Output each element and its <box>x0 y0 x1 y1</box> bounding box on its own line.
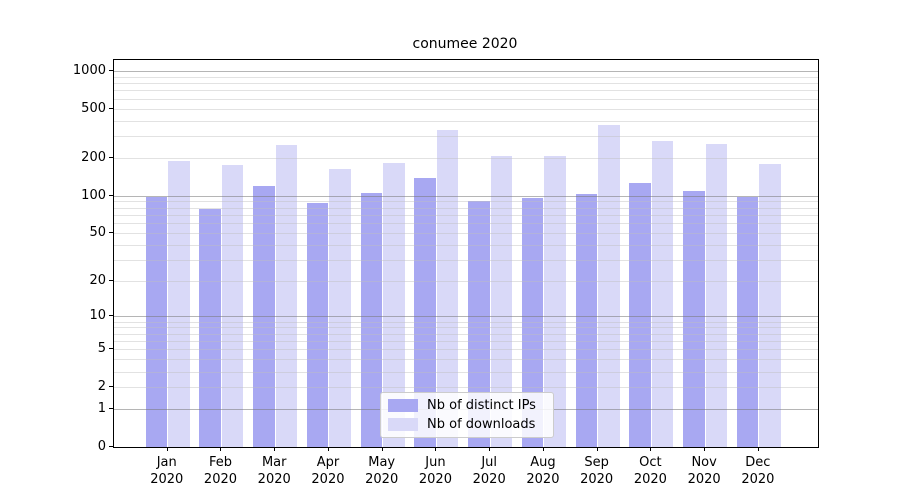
legend-swatch-downloads <box>388 418 418 431</box>
bar-ips-jun <box>414 177 436 447</box>
minor-gridline <box>114 76 818 78</box>
x-tick-label: Jan 2020 <box>150 455 184 487</box>
x-tick <box>274 447 276 451</box>
y-tick <box>109 69 113 71</box>
y-tick-label: 100 <box>81 187 106 203</box>
y-tick <box>109 386 113 388</box>
y-tick <box>109 194 113 196</box>
y-tick <box>109 408 113 410</box>
y-tick-label: 0 <box>97 439 106 454</box>
x-tick-label: Oct 2020 <box>633 455 667 487</box>
bar-downloads-dec <box>759 163 781 447</box>
bar-ips-dec <box>736 196 759 447</box>
y-tick <box>109 348 113 350</box>
x-tick-label: Feb 2020 <box>203 455 238 487</box>
minor-gridline <box>114 136 818 138</box>
x-tick <box>596 447 598 451</box>
minor-gridline <box>114 108 818 110</box>
legend: Nb of distinct IPs Nb of downloads <box>380 392 554 438</box>
y-tick <box>109 315 113 317</box>
bar-ips-jan <box>145 196 168 447</box>
bar-ips-may <box>360 193 383 447</box>
bar-downloads-mar <box>275 145 298 447</box>
legend-swatch-ips <box>388 399 418 412</box>
bar-downloads-oct <box>651 141 674 447</box>
bar-ips-feb <box>199 209 221 447</box>
bar-ips-sep <box>575 194 598 447</box>
x-tick-label: Jul 2020 <box>472 455 506 487</box>
minor-gridline <box>114 98 818 100</box>
bar-ips-aug <box>521 198 544 447</box>
y-tick <box>109 157 113 159</box>
x-tick-label: Aug 2020 <box>526 455 560 487</box>
bar-downloads-may <box>383 162 405 447</box>
x-tick-label: Mar 2020 <box>257 455 291 487</box>
x-tick-label: May 2020 <box>365 455 399 487</box>
x-tick <box>435 447 437 451</box>
minor-gridline <box>114 82 818 84</box>
y-tick-label: 200 <box>81 150 106 166</box>
legend-entry-distinct-ips: Nb of distinct IPs <box>388 398 553 413</box>
y-tick <box>109 107 113 109</box>
chart-title: conumee 2020 <box>412 36 518 52</box>
x-tick <box>166 447 168 451</box>
bar-downloads-sep <box>598 124 620 447</box>
minor-gridline <box>114 90 818 92</box>
x-tick-label: Dec 2020 <box>741 455 775 487</box>
bar-downloads-feb <box>221 165 244 447</box>
x-tick <box>650 447 652 451</box>
x-tick <box>327 447 329 451</box>
bar-ips-nov <box>683 190 705 447</box>
y-tick-label: 1 <box>97 401 106 417</box>
legend-label-downloads: Nb of downloads <box>427 417 536 432</box>
x-tick <box>220 447 222 451</box>
legend-entry-downloads: Nb of downloads <box>388 417 553 432</box>
bar-downloads-jun <box>436 130 459 447</box>
x-tick-label: Nov 2020 <box>687 455 721 487</box>
bar-ips-apr <box>306 202 329 447</box>
x-tick-label: Apr 2020 <box>311 455 345 487</box>
x-tick <box>704 447 706 451</box>
y-tick-label: 50 <box>89 224 106 240</box>
x-tick <box>489 447 491 451</box>
y-tick <box>109 231 113 233</box>
plot-area <box>113 59 819 448</box>
bar-downloads-jul <box>490 156 513 447</box>
y-tick <box>109 446 113 447</box>
y-tick <box>109 280 113 282</box>
x-tick <box>381 447 383 451</box>
y-tick-label: 20 <box>89 273 106 289</box>
y-tick-label: 10 <box>89 308 106 324</box>
x-tick-label: Sep 2020 <box>580 455 614 487</box>
legend-label-distinct-ips: Nb of distinct IPs <box>427 398 536 413</box>
bar-downloads-aug <box>544 156 566 447</box>
bar-downloads-nov <box>705 143 728 447</box>
bar-ips-mar <box>253 185 275 447</box>
y-tick-label: 5 <box>97 341 106 357</box>
major-gridline <box>114 70 818 72</box>
y-tick-label: 2 <box>97 379 106 395</box>
bar-downloads-apr <box>329 168 351 447</box>
y-tick-label: 500 <box>81 100 106 116</box>
bar-ips-jul <box>468 201 490 447</box>
y-tick-label: 1000 <box>72 62 106 78</box>
bar-ips-oct <box>629 183 651 447</box>
x-tick <box>757 447 759 451</box>
x-tick-label: Jun 2020 <box>418 455 452 487</box>
minor-gridline <box>114 120 818 122</box>
bar-downloads-jan <box>168 161 190 447</box>
x-tick <box>542 447 544 451</box>
